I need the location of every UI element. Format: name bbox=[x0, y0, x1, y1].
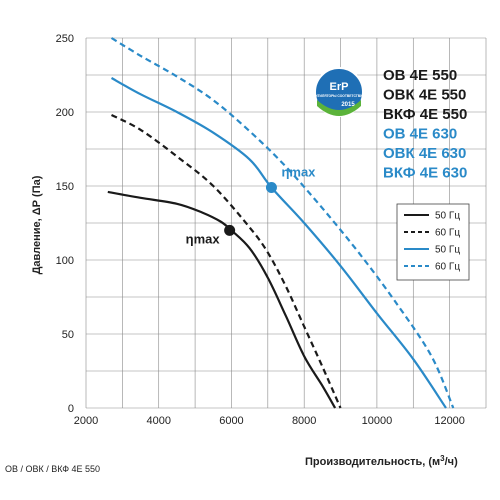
legend-box bbox=[396, 203, 470, 281]
eta-max-point-1 bbox=[224, 224, 236, 236]
x-tick-labels: 2000 4000 6000 8000 10000 12000 bbox=[74, 415, 465, 427]
x-tick-label: 12000 bbox=[434, 415, 465, 427]
x-tick-label: 4000 bbox=[146, 415, 170, 427]
product-name: ОВК 4Е 630 bbox=[383, 145, 466, 162]
series-line-4 bbox=[110, 37, 455, 409]
x-axis-title-main: Производительность, (м bbox=[305, 456, 440, 468]
product-name: ВКФ 4Е 630 bbox=[383, 165, 467, 182]
y-axis-title: Давление, ΔР (Па) bbox=[31, 175, 43, 274]
grid-lines bbox=[85, 37, 487, 409]
badge-year: 2015 bbox=[341, 102, 355, 108]
x-axis-title: Производительность, (м3/ч) bbox=[305, 454, 458, 468]
erp-badge: ErP ВЕНТИЛЯТОРЫ СООТВЕТСТВУЮТ 2015 bbox=[311, 67, 368, 117]
x-axis-title-tail: /ч) bbox=[445, 456, 458, 468]
product-list: ОВ 4Е 550 ОВК 4Е 550 ВКФ 4Е 550 ОВ 4Е 630 ОВ… bbox=[383, 67, 467, 182]
badge-middle: ВЕНТИЛЯТОРЫ СООТВЕТСТВУЮТ bbox=[311, 94, 368, 98]
product-name: ОВ 4Е 630 bbox=[383, 126, 457, 143]
legend: 50 Гц 60 Гц 50 Гц 60 Гц bbox=[396, 203, 470, 281]
annotations: ηmax ηmax bbox=[186, 164, 317, 246]
series-line-1 bbox=[107, 190, 337, 409]
badge-erp: ErP bbox=[330, 81, 349, 93]
y-tick-labels: 0 50 100 150 200 250 bbox=[56, 33, 74, 415]
product-name: ОВ 4Е 550 bbox=[383, 67, 457, 84]
legend-label: 50 Гц bbox=[435, 245, 460, 256]
y-tick-label: 150 bbox=[56, 181, 74, 193]
legend-label: 50 Гц bbox=[435, 211, 460, 222]
series-line-2 bbox=[111, 114, 342, 409]
x-axis-title-sup: 3 bbox=[440, 454, 445, 463]
badge-swoosh bbox=[317, 100, 361, 116]
x-tick-label: 6000 bbox=[219, 415, 243, 427]
product-name: ОВК 4Е 550 bbox=[383, 87, 466, 104]
y-tick-label: 250 bbox=[56, 33, 74, 45]
x-tick-label: 8000 bbox=[292, 415, 316, 427]
eta-max-point-2 bbox=[265, 181, 277, 193]
y-tick-label: 100 bbox=[56, 255, 74, 267]
x-tick-label: 2000 bbox=[74, 415, 98, 427]
footer-caption: ОВ / ОВК / ВКФ 4Е 550 bbox=[5, 464, 100, 474]
y-tick-label: 200 bbox=[56, 107, 74, 119]
x-tick-label: 10000 bbox=[362, 415, 393, 427]
legend-label: 60 Гц bbox=[435, 262, 460, 273]
legend-label: 60 Гц bbox=[435, 228, 460, 239]
eta-max-label-1: ηmax bbox=[186, 231, 221, 246]
product-name: ВКФ 4Е 550 bbox=[383, 106, 467, 123]
y-tick-label: 50 bbox=[62, 329, 74, 341]
y-tick-label: 0 bbox=[68, 403, 74, 415]
eta-max-label-2: ηmax bbox=[281, 164, 316, 179]
